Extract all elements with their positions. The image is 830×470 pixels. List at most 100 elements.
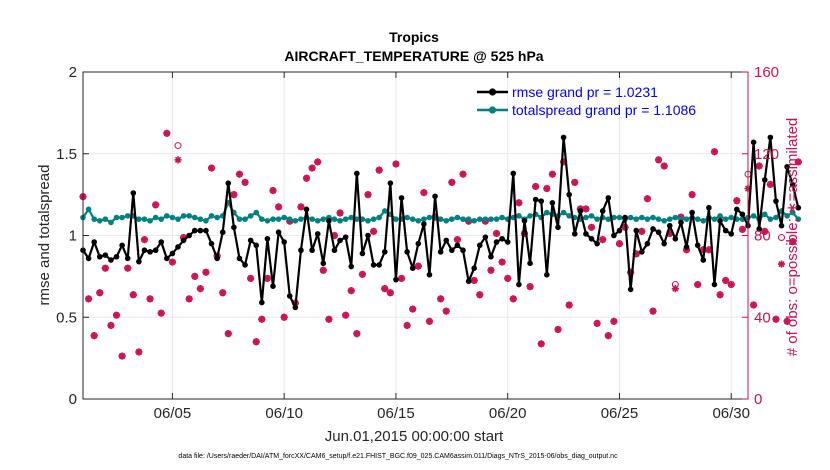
totalspread-point <box>661 217 667 224</box>
totalspread-point <box>320 216 327 222</box>
totalspread-point <box>449 216 455 222</box>
totalspread-point <box>476 216 483 222</box>
totalspread-point <box>381 208 388 214</box>
obs-assimilated-point <box>420 188 428 197</box>
totalspread-point <box>197 216 204 222</box>
rmse-point <box>521 217 528 224</box>
totalspread-point <box>488 216 494 222</box>
obs-assimilated-point <box>532 182 540 191</box>
totalspread-point <box>666 216 673 222</box>
obs-assimilated-point <box>191 272 199 280</box>
y-right-tick-label: 120 <box>754 146 779 163</box>
totalspread-point <box>437 216 444 222</box>
obs-assimilated-point <box>476 291 484 299</box>
totalspread-point <box>639 214 645 221</box>
rmse-point <box>599 208 606 214</box>
obs-assimilated-point <box>135 348 143 356</box>
totalspread-point <box>784 213 790 219</box>
obs-assimilated-point <box>425 317 434 325</box>
totalspread-point <box>169 214 176 221</box>
obs-assimilated-point <box>755 162 763 170</box>
obs-assimilated-point <box>716 291 724 299</box>
rmse-point <box>650 226 656 232</box>
totalspread-point <box>711 216 718 222</box>
rmse-point <box>169 250 176 257</box>
rmse-point <box>264 235 271 242</box>
rmse-point <box>717 217 723 224</box>
rmse-point <box>728 231 735 237</box>
x-tick-label: 06/25 <box>601 405 639 422</box>
obs-assimilated-point <box>682 246 691 254</box>
obs-assimilated-point <box>168 258 177 266</box>
obs-assimilated-point <box>727 280 735 289</box>
obs-assimilated-point <box>459 170 467 178</box>
obs-assimilated-point <box>649 307 657 315</box>
totalspread-point <box>259 216 265 222</box>
obs-assimilated-point <box>152 201 160 209</box>
rmse-point <box>678 219 684 226</box>
rmse-point <box>102 252 109 258</box>
totalspread-point <box>152 214 159 221</box>
obs-assimilated-point <box>688 191 696 199</box>
rmse-point <box>208 240 215 247</box>
totalspread-point <box>365 217 371 224</box>
totalspread-point <box>354 216 360 222</box>
rmse-point <box>460 247 466 254</box>
legend-rmse-label: rmse grand pr = 1.0231 <box>512 84 658 100</box>
totalspread-point <box>164 213 170 219</box>
y-right-tick-label: 80 <box>754 228 771 245</box>
totalspread-point <box>421 216 427 222</box>
obs-assimilated-point <box>118 352 126 360</box>
obs-assimilated-point <box>794 158 802 166</box>
rmse-point <box>527 260 533 267</box>
totalspread-point <box>108 219 114 226</box>
rmse-point <box>303 206 310 213</box>
totalspread-point <box>236 216 243 222</box>
rmse-series <box>80 134 802 311</box>
rmse-point <box>359 250 366 257</box>
obs-assimilated-point <box>308 164 316 172</box>
rmse-point <box>694 242 701 249</box>
rmse-point <box>672 235 679 242</box>
rmse-point <box>376 262 382 268</box>
totalspread-point <box>309 216 315 222</box>
rmse-point <box>365 232 371 239</box>
chart-subtitle: AIRCRAFT_TEMPERATURE @ 525 hPa <box>284 48 543 64</box>
obs-assimilated-point <box>381 285 389 293</box>
rmse-point <box>616 227 623 234</box>
rmse-point <box>348 263 355 270</box>
rmse-point <box>409 265 416 272</box>
rmse-point <box>370 262 377 268</box>
totalspread-point <box>605 216 612 222</box>
obs-assimilated-point <box>789 238 797 246</box>
rmse-point <box>504 239 511 245</box>
rmse-point <box>259 299 265 306</box>
totalspread-point <box>85 206 92 213</box>
rmse-point <box>566 191 572 198</box>
totalspread-point <box>560 209 567 216</box>
obs-assimilated-point <box>526 282 534 291</box>
rmse-point <box>393 276 399 283</box>
totalspread-point <box>264 217 271 224</box>
obs-assimilated-point <box>442 307 450 315</box>
totalspread-point <box>443 217 450 224</box>
rmse-point <box>164 255 170 262</box>
obs-assimilated-point <box>509 295 517 303</box>
y-left-tick-label: 1 <box>69 228 77 245</box>
rmse-point <box>242 262 248 268</box>
obs-assimilated-point <box>604 332 612 340</box>
rmse-point <box>689 209 695 216</box>
rmse-point <box>292 304 299 311</box>
totalspread-point <box>683 216 690 222</box>
obs-assimilated-point <box>632 250 640 258</box>
obs-assimilated-point <box>157 309 165 317</box>
totalspread-point <box>650 214 656 221</box>
rmse-point <box>119 242 125 249</box>
obs-assimilated-point <box>235 170 244 178</box>
rmse-point <box>633 227 640 234</box>
totalspread-point <box>761 211 768 218</box>
totalspread-point <box>175 216 181 222</box>
rmse-point <box>398 195 405 201</box>
rmse-point <box>381 249 388 255</box>
rmse-point <box>85 255 92 262</box>
